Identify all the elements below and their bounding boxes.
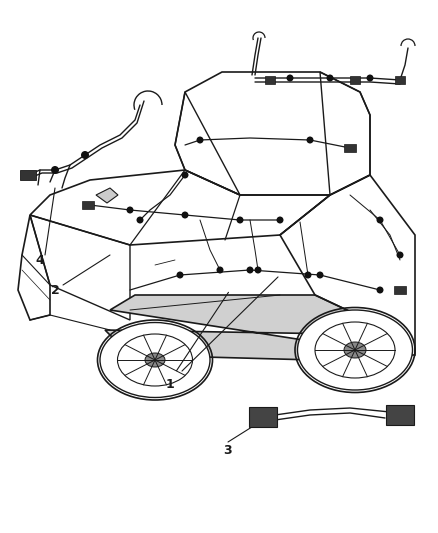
Bar bbox=[394, 286, 406, 294]
Polygon shape bbox=[96, 188, 118, 203]
Circle shape bbox=[181, 212, 188, 219]
Circle shape bbox=[317, 271, 324, 279]
Circle shape bbox=[237, 216, 244, 223]
Polygon shape bbox=[105, 295, 400, 360]
Bar bbox=[20, 170, 36, 180]
Ellipse shape bbox=[100, 322, 210, 398]
Circle shape bbox=[396, 252, 403, 259]
Text: 1: 1 bbox=[166, 378, 174, 392]
Bar bbox=[82, 201, 94, 209]
Circle shape bbox=[286, 75, 293, 82]
Circle shape bbox=[137, 216, 144, 223]
Circle shape bbox=[304, 271, 311, 279]
Circle shape bbox=[247, 266, 254, 273]
Circle shape bbox=[377, 216, 384, 223]
Text: 2: 2 bbox=[51, 284, 60, 296]
Bar bbox=[395, 76, 405, 84]
Bar bbox=[249, 407, 277, 427]
Circle shape bbox=[26, 171, 34, 179]
Ellipse shape bbox=[344, 342, 366, 358]
Circle shape bbox=[307, 136, 314, 143]
Circle shape bbox=[326, 75, 333, 82]
Bar bbox=[265, 76, 275, 84]
Circle shape bbox=[181, 172, 188, 179]
Circle shape bbox=[197, 136, 204, 143]
Ellipse shape bbox=[145, 353, 165, 367]
Bar bbox=[344, 144, 356, 152]
Bar bbox=[350, 76, 360, 84]
Circle shape bbox=[377, 287, 384, 294]
Text: 4: 4 bbox=[35, 254, 44, 266]
Text: 3: 3 bbox=[224, 443, 232, 456]
Circle shape bbox=[254, 266, 261, 273]
Circle shape bbox=[177, 271, 184, 279]
Circle shape bbox=[367, 75, 374, 82]
Circle shape bbox=[81, 151, 89, 159]
Circle shape bbox=[216, 266, 223, 273]
Ellipse shape bbox=[297, 310, 413, 390]
Circle shape bbox=[127, 206, 134, 214]
Circle shape bbox=[51, 166, 59, 174]
Circle shape bbox=[276, 216, 283, 223]
Bar bbox=[386, 405, 414, 425]
